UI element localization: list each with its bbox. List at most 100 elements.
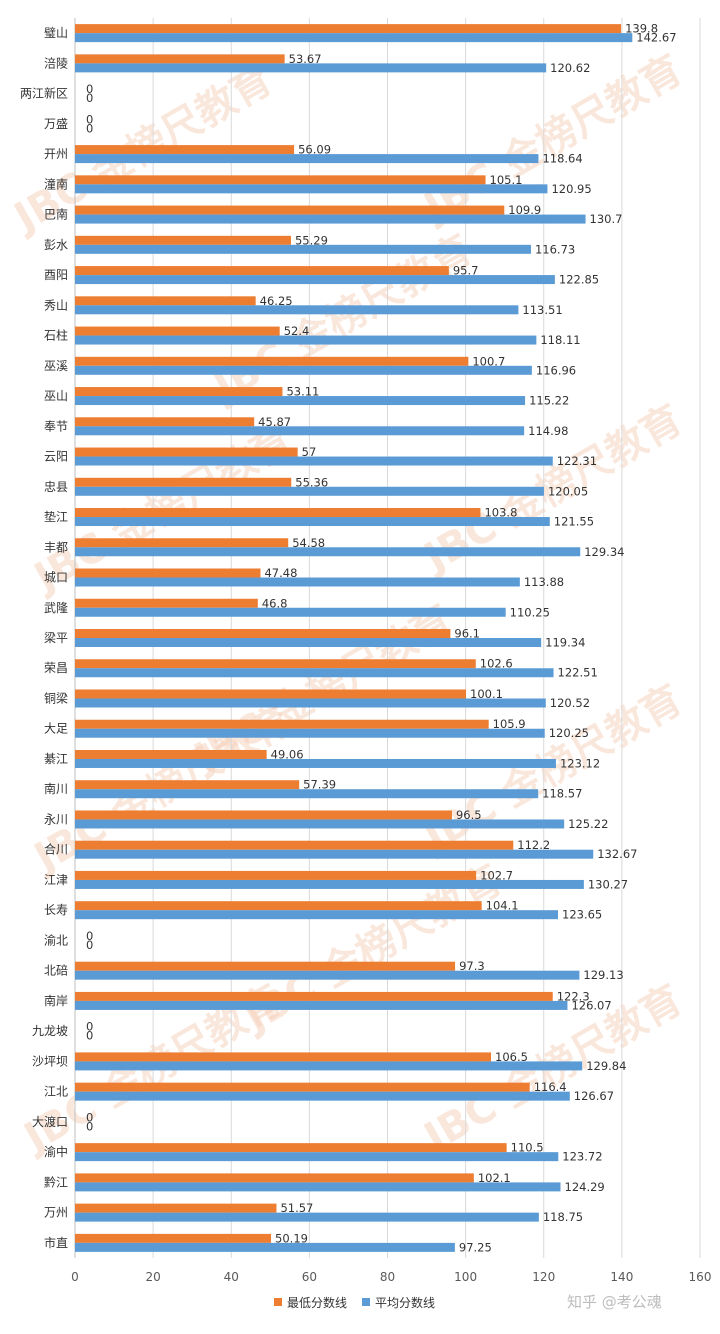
- bars-layer: [75, 24, 633, 1252]
- bar-avg-score: [75, 1182, 561, 1192]
- category-label: 武隆: [44, 600, 68, 615]
- bar-min-score: [75, 417, 255, 427]
- value-label-avg: 130.7: [590, 212, 623, 226]
- value-label-min: 112.2: [517, 838, 550, 852]
- x-tick-label: 100: [454, 1270, 477, 1284]
- bar-avg-score: [75, 305, 519, 315]
- bar-avg-score: [75, 33, 633, 43]
- bar-min-score: [75, 659, 476, 669]
- category-label: 彭水: [44, 238, 68, 252]
- category-label: 渝中: [44, 1144, 68, 1159]
- value-label-avg: 130.27: [588, 877, 628, 891]
- category-label: 万盛: [44, 116, 68, 131]
- bar-min-score: [75, 568, 261, 578]
- bar-avg-score: [75, 607, 506, 617]
- category-label: 市直: [44, 1235, 68, 1250]
- category-label: 九龙坡: [32, 1024, 68, 1038]
- bar-min-score: [75, 175, 486, 185]
- bar-avg-score: [75, 517, 550, 527]
- category-label: 秀山: [44, 298, 68, 312]
- bar-min-score: [75, 598, 258, 608]
- bar-avg-score: [75, 184, 548, 194]
- category-label: 北碚: [44, 963, 68, 978]
- legend-label-avg: 平均分数线: [375, 1295, 435, 1310]
- value-label-avg: 0: [86, 121, 93, 135]
- bar-avg-score: [75, 1242, 455, 1252]
- value-label-min: 57.39: [303, 778, 336, 792]
- bar-min-score: [75, 447, 298, 457]
- value-label-min: 49.06: [271, 747, 304, 761]
- x-tick-label: 120: [532, 1270, 555, 1284]
- value-label-min: 100.1: [470, 687, 503, 701]
- value-label-avg: 114.98: [528, 424, 568, 438]
- value-label-avg: 125.22: [568, 817, 608, 831]
- category-label: 巴南: [44, 207, 68, 222]
- value-label-min: 139.8: [625, 22, 658, 36]
- bar-avg-score: [75, 547, 581, 557]
- value-label-avg: 118.75: [543, 1210, 583, 1224]
- bar-min-score: [75, 719, 489, 729]
- value-label-min: 116.4: [534, 1080, 567, 1094]
- value-label-avg: 120.25: [549, 726, 589, 740]
- category-label: 大渡口: [32, 1114, 68, 1129]
- x-tick-labels-layer: 0 20 40 60 80 100 120 140 160: [71, 1270, 711, 1284]
- value-label-avg: 113.51: [522, 303, 562, 317]
- category-label: 梁平: [44, 630, 68, 645]
- value-label-avg: 142.67: [636, 31, 676, 45]
- value-label-avg: 129.84: [586, 1059, 626, 1073]
- bar-min-score: [75, 477, 292, 487]
- bar-avg-score: [75, 728, 545, 738]
- x-tick-label: 20: [145, 1270, 160, 1284]
- value-label-min: 54.58: [292, 536, 325, 550]
- bar-avg-score: [75, 698, 546, 708]
- value-label-min: 96.5: [456, 808, 482, 822]
- bar-min-score: [75, 266, 449, 276]
- bar-min-score: [75, 1203, 277, 1213]
- value-label-min: 105.1: [490, 173, 523, 187]
- value-label-min: 53.67: [289, 52, 322, 66]
- bar-avg-score: [75, 819, 565, 829]
- value-label-min: 0: [86, 82, 93, 96]
- value-label-min: 50.19: [275, 1231, 308, 1245]
- category-label: 璧山: [44, 25, 68, 40]
- category-label: 黔江: [44, 1174, 68, 1189]
- bar-avg-score: [75, 970, 580, 980]
- value-label-avg: 124.29: [565, 1180, 605, 1194]
- value-label-min: 46.25: [260, 294, 293, 308]
- bar-min-score: [75, 145, 295, 155]
- bar-min-score: [75, 840, 514, 850]
- value-label-avg: 0: [86, 1029, 93, 1043]
- bar-avg-score: [75, 456, 553, 466]
- legend-swatch-min: [274, 1298, 282, 1306]
- bar-avg-score: [75, 1061, 583, 1071]
- value-label-avg: 0: [86, 1119, 93, 1133]
- category-label: 南川: [44, 781, 68, 796]
- bar-avg-score: [75, 365, 532, 375]
- category-label: 永川: [44, 812, 68, 826]
- value-label-avg: 116.96: [536, 363, 576, 377]
- category-label: 垫江: [44, 509, 68, 524]
- legend-label-min: 最低分数线: [287, 1295, 347, 1310]
- category-label: 城口: [44, 571, 68, 585]
- footer-attribution: 知乎 @考公魂: [567, 1293, 662, 1311]
- value-label-min: 46.8: [262, 596, 288, 610]
- bar-min-score: [75, 870, 477, 880]
- value-label-avg: 123.72: [562, 1150, 602, 1164]
- bar-avg-score: [75, 668, 554, 678]
- value-label-avg: 0: [86, 91, 93, 105]
- value-label-avg: 122.85: [559, 273, 599, 287]
- value-label-avg: 126.07: [571, 998, 611, 1012]
- category-label: 万州: [44, 1206, 68, 1220]
- category-label: 沙坪坝: [32, 1054, 68, 1068]
- bar-min-score: [75, 205, 505, 215]
- value-label-avg: 122.51: [558, 666, 598, 680]
- category-label: 江北: [44, 1085, 68, 1099]
- value-label-min: 56.09: [298, 143, 331, 157]
- value-label-min: 51.57: [280, 1201, 313, 1215]
- category-label: 酉阳: [44, 268, 68, 282]
- bar-min-score: [75, 235, 291, 245]
- value-label-min: 47.48: [264, 566, 297, 580]
- bar-min-score: [75, 1082, 530, 1092]
- value-label-min: 102.1: [478, 1171, 511, 1185]
